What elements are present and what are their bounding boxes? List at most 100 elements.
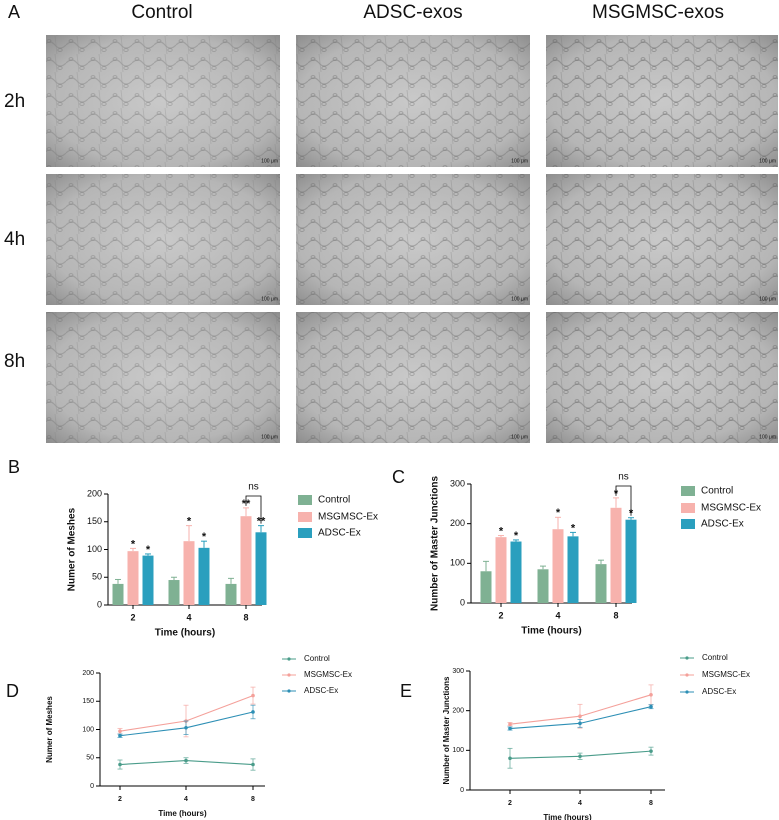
- legend-swatch: [298, 528, 312, 538]
- bar: [168, 580, 180, 605]
- x-tick-label: 2: [118, 796, 122, 803]
- line: [119, 695, 254, 732]
- significance-marker: *: [131, 538, 136, 550]
- bar: [595, 564, 607, 603]
- significance-marker: *: [146, 544, 151, 556]
- legend-swatch: [681, 486, 695, 496]
- point: [184, 726, 188, 730]
- legend-marker: [685, 690, 689, 694]
- micrograph-texture: [546, 312, 778, 443]
- significance-bracket: [245, 495, 262, 524]
- x-tick-label: 8: [613, 610, 618, 620]
- panel-label: A: [8, 2, 20, 22]
- y-tick-label: 100: [82, 726, 94, 733]
- error-bar: [243, 507, 249, 517]
- legend-label: Control: [318, 495, 350, 506]
- y-tick-label: 0: [97, 599, 102, 609]
- bar: [198, 547, 210, 605]
- point: [649, 704, 653, 709]
- bar: [510, 541, 522, 603]
- bar: [142, 555, 154, 605]
- y-tick-label: 200: [450, 518, 465, 528]
- legend-marker: [685, 673, 689, 677]
- line: [119, 711, 254, 737]
- error-bar: [115, 578, 121, 584]
- x-tick-label: 4: [578, 800, 582, 807]
- error-bar: [145, 553, 151, 556]
- legend-marker: [685, 656, 689, 660]
- scale-bar-label: 100 μm: [511, 158, 528, 164]
- legend-label: MSGMSC-Ex: [702, 670, 750, 679]
- y-tick-label: 200: [452, 708, 464, 715]
- legend-label: MSGMSC-Ex: [304, 670, 352, 679]
- point: [118, 729, 122, 733]
- legend-marker: [287, 673, 291, 677]
- legend-label: Control: [701, 486, 733, 497]
- scale-bar-label: 100 μm: [511, 296, 528, 302]
- row-label: 4h: [4, 229, 25, 250]
- point: [578, 754, 582, 759]
- column-header: ADSC-exos: [363, 2, 462, 23]
- error-bar: [186, 525, 192, 542]
- point: [251, 693, 255, 698]
- legend-swatch: [298, 495, 312, 505]
- y-tick-label: 50: [92, 572, 102, 582]
- micrograph-texture: [296, 174, 530, 305]
- legend-label: Control: [304, 654, 330, 663]
- scale-bar-label: 100 μm: [261, 158, 278, 164]
- bar: [495, 537, 507, 603]
- column-header: Control: [131, 2, 192, 23]
- point: [251, 710, 255, 714]
- legend-label: ADSC-Ex: [304, 686, 338, 695]
- bar: [610, 507, 622, 603]
- legend-marker: [287, 657, 291, 661]
- micrograph-texture: [46, 312, 280, 443]
- point: [508, 722, 512, 726]
- x-axis-label: Time (hours): [543, 813, 592, 820]
- significance-marker: *: [514, 530, 519, 542]
- row-label: 8h: [4, 351, 25, 372]
- significance-label: ns: [248, 482, 259, 493]
- micrograph-texture: [546, 35, 778, 167]
- bar: [255, 532, 267, 605]
- y-tick-label: 200: [82, 670, 94, 677]
- error-bar: [258, 525, 264, 533]
- bar: [225, 583, 237, 605]
- y-tick-label: 0: [460, 787, 464, 794]
- x-axis-label: Time (hours): [155, 628, 215, 639]
- y-axis-label: Numer of Meshes: [67, 507, 78, 591]
- significance-marker: *: [187, 516, 192, 528]
- point: [508, 726, 512, 731]
- point: [184, 758, 188, 763]
- point: [118, 762, 122, 767]
- significance-marker: *: [556, 507, 561, 519]
- y-axis-label: Numer of Meshes: [45, 696, 54, 763]
- y-tick-label: 50: [86, 755, 94, 762]
- error-bar: [555, 516, 561, 530]
- point: [578, 714, 582, 719]
- bar: [112, 583, 124, 605]
- panel-label: E: [400, 681, 412, 701]
- legend-marker: [287, 689, 291, 693]
- point: [649, 749, 653, 753]
- micrograph-texture: [296, 35, 530, 167]
- micrograph-texture: [46, 35, 280, 167]
- error-bar: [130, 547, 136, 552]
- error-bar: [513, 539, 519, 542]
- x-axis-label: Time (hours): [158, 809, 207, 818]
- error-bar: [540, 565, 546, 570]
- scale-bar-label: 100 μm: [261, 434, 278, 440]
- legend-swatch: [298, 512, 312, 522]
- micrograph-texture: [296, 312, 530, 443]
- y-tick-label: 300: [452, 668, 464, 675]
- panel-label: C: [392, 467, 405, 487]
- y-tick-label: 100: [452, 747, 464, 754]
- scale-bar-label: 100 μm: [759, 296, 776, 302]
- x-tick-label: 8: [243, 612, 248, 622]
- bar: [552, 529, 564, 603]
- point: [578, 721, 582, 726]
- y-tick-label: 300: [450, 478, 465, 488]
- error-bar: [228, 577, 234, 584]
- x-tick-label: 4: [186, 612, 191, 622]
